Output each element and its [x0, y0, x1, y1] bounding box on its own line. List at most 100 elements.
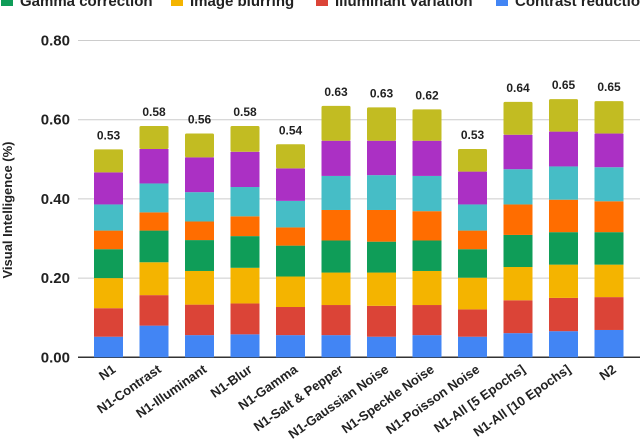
total-label: 0.63: [324, 85, 348, 99]
bar-segment: [367, 305, 396, 337]
bar-segment: [503, 333, 533, 358]
bar-segment: [594, 329, 624, 358]
legend-swatch: [1, 0, 13, 6]
bar-segment: [458, 249, 487, 278]
total-label: 0.62: [415, 88, 439, 102]
bar-segment: [276, 227, 305, 246]
bar-segment: [503, 204, 533, 235]
bar-segment: [321, 305, 351, 336]
bar-stack: [367, 107, 396, 358]
bar-segment: [549, 166, 578, 200]
bar-segment: [230, 236, 260, 268]
bar-segment: [185, 192, 214, 222]
y-tick-label: 0.60: [41, 112, 70, 129]
bar-segment: [139, 183, 169, 213]
bar-segment: [594, 201, 624, 233]
legend-label: Illuminant variation: [335, 0, 473, 10]
bar-segment: [503, 169, 533, 205]
bar-segment: [412, 240, 442, 271]
bar-segment: [549, 232, 578, 265]
bar-segment: [276, 276, 305, 308]
bar-segment: [185, 335, 214, 358]
bar-segment: [594, 167, 624, 202]
bar-segment: [458, 277, 487, 310]
bar-stack: [139, 126, 169, 358]
bar-segment: [503, 234, 533, 268]
bar-segment: [321, 175, 351, 210]
bars: [94, 99, 624, 358]
x-tick-labels: N1N1-ContrastN1-IlluminantN1-BlurN1-Gamm…: [94, 361, 619, 442]
bar-segment: [321, 272, 351, 306]
bar-segment: [503, 101, 533, 135]
bar-stack: [549, 99, 578, 358]
bar-segment: [503, 300, 533, 334]
total-label: 0.63: [370, 86, 394, 100]
bar-segment: [367, 272, 396, 306]
x-tick-label: N2: [596, 361, 618, 383]
bar-segment: [94, 172, 123, 205]
bar-segment: [139, 325, 169, 358]
bar-segment: [412, 140, 442, 176]
bar-segment: [230, 303, 260, 335]
bar-segment: [94, 204, 123, 231]
total-label: 0.65: [552, 78, 576, 92]
bar-segment: [276, 335, 305, 358]
bar-segment: [549, 99, 578, 132]
bar-segment: [276, 144, 305, 169]
total-label: 0.64: [506, 81, 530, 95]
bar-segment: [549, 131, 578, 167]
y-axis-label: Visual Intelligence (%): [0, 141, 15, 278]
bar-segment: [94, 336, 123, 358]
bar-stack: [321, 105, 351, 358]
bar-segment: [276, 307, 305, 336]
y-tick-label: 0.40: [41, 191, 70, 208]
total-label: 0.56: [188, 113, 212, 127]
bar-segment: [367, 107, 396, 141]
bar-stack: [412, 109, 442, 358]
bar-segment: [321, 335, 351, 358]
legend-label: Contrast reduction: [515, 0, 640, 10]
bar-segment: [458, 204, 487, 231]
total-label: 0.54: [279, 123, 303, 137]
legend-label: Gamma correction: [20, 0, 153, 10]
bar-segment: [412, 305, 442, 336]
bar-segment: [94, 308, 123, 337]
bar-segment: [549, 331, 578, 358]
bar-segment: [276, 245, 305, 277]
bar-segment: [412, 335, 442, 358]
bar-segment: [139, 262, 169, 296]
bar-segment: [412, 175, 442, 212]
bar-segment: [549, 264, 578, 298]
bar-segment: [367, 140, 396, 176]
total-label: 0.53: [461, 128, 485, 142]
bar-segment: [139, 295, 169, 326]
bar-segment: [230, 216, 260, 237]
bar-segment: [321, 240, 351, 273]
bar-segment: [594, 232, 624, 265]
data-labels: 0.53 0.58 0.56 0.58 0.54 0.63 0.63 0.62 0.53 0.64…: [97, 78, 621, 142]
bar-stack: [276, 144, 305, 358]
bar-segment: [321, 105, 351, 141]
bar-segment: [549, 297, 578, 332]
bar-segment: [321, 209, 351, 241]
bar-stack: [230, 126, 260, 358]
y-tick-label: 0.00: [41, 349, 70, 366]
bar-segment: [185, 270, 214, 305]
legend-swatch: [171, 0, 183, 6]
bar-segment: [367, 336, 396, 358]
y-tick-label: 0.20: [41, 270, 70, 287]
bar-segment: [94, 149, 123, 173]
bar-segment: [594, 264, 624, 298]
bar-segment: [185, 133, 214, 158]
bar-segment: [276, 200, 305, 228]
x-tick-label: N1: [96, 361, 118, 383]
bar-segment: [139, 149, 169, 184]
total-label: 0.58: [142, 105, 166, 119]
bar-segment: [230, 126, 260, 152]
legend: Gamma correction Image blurring Illuminant…: [1, 0, 640, 10]
bar-segment: [458, 309, 487, 337]
legend-label: Image blurring: [190, 0, 294, 10]
bar-segment: [367, 241, 396, 273]
bar-segment: [139, 126, 169, 150]
bar-stack: [503, 101, 533, 358]
